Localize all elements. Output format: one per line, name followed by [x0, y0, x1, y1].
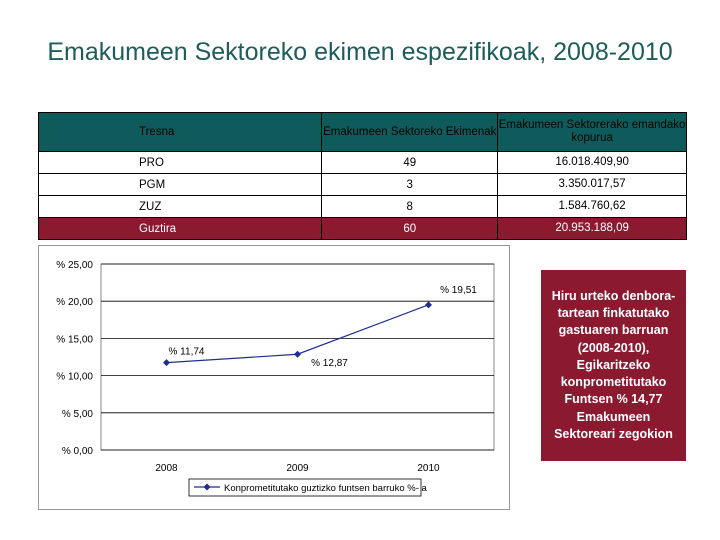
header-tresna: Tresna: [37, 112, 323, 152]
legend-marker: [203, 483, 211, 491]
y-tick-label: % 10,00: [56, 372, 93, 383]
table-total-row: Guztira 60 20.953.188,09: [37, 217, 687, 240]
header-ekimenak: Emakumeen Sektoreko Ekimenak: [321, 112, 499, 152]
data-label: % 12,87: [311, 358, 348, 369]
row-ekimenak: 8: [321, 195, 499, 218]
y-tick-label: % 25,00: [56, 260, 93, 271]
row-tresna: ZUZ: [37, 195, 323, 218]
y-tick-label: % 5,00: [62, 409, 94, 420]
table-row: ZUZ 8 1.584.760,62: [37, 195, 687, 218]
header-kopurua: Emakumeen Sektorerako emandako kopurua: [497, 112, 687, 152]
data-point: [425, 301, 432, 309]
summary-note-text: Hiru urteko denbora-tartean finkatutako …: [551, 289, 676, 441]
table-row: PGM 3 3.350.017,57: [37, 173, 687, 196]
y-tick-label: % 0,00: [62, 446, 94, 457]
legend-box: [188, 478, 422, 497]
table-header-row: Tresna Emakumeen Sektoreko Ekimenak Emak…: [37, 112, 687, 152]
row-tresna: PRO: [37, 151, 323, 174]
summary-note-box: Hiru urteko denbora-tartean finkatutako …: [541, 270, 686, 461]
row-kopurua: 3.350.017,57: [497, 173, 687, 196]
page-title: Emakumeen Sektoreko ekimen espezifikoak,…: [47, 38, 673, 66]
data-label: % 19,51: [440, 285, 477, 296]
y-tick-label: % 15,00: [56, 334, 93, 345]
row-kopurua: 16.018.409,90: [497, 151, 687, 174]
data-point: [294, 350, 301, 358]
x-tick-label: 2009: [286, 463, 309, 474]
row-kopurua: 1.584.760,62: [497, 195, 687, 218]
x-tick-label: 2010: [417, 463, 440, 474]
chart-canvas: % 0,00 % 5,00 % 10,00 % 15,00 % 20,00 % 25,00…: [56, 260, 495, 497]
total-kopurua: 20.953.188,09: [497, 217, 687, 240]
total-ekimenak: 60: [321, 217, 499, 240]
row-ekimenak: 49: [321, 151, 499, 174]
percentage-line-chart: % 0,00 % 5,00 % 10,00 % 15,00 % 20,00 % 25,00…: [38, 245, 510, 510]
y-tick-label: % 20,00: [56, 297, 93, 308]
data-label: % 11,74: [169, 347, 205, 358]
total-tresna: Guztira: [37, 217, 323, 240]
x-tick-label: 2008: [155, 463, 178, 474]
table-row: PRO 49 16.018.409,90: [37, 151, 687, 174]
legend-label: Konprometitutako guztizko funtsen barruk…: [224, 483, 427, 494]
data-point: [163, 359, 170, 367]
row-tresna: PGM: [37, 173, 323, 196]
row-ekimenak: 3: [321, 173, 499, 196]
funding-table: Tresna Emakumeen Sektoreko Ekimenak Emak…: [37, 112, 687, 240]
